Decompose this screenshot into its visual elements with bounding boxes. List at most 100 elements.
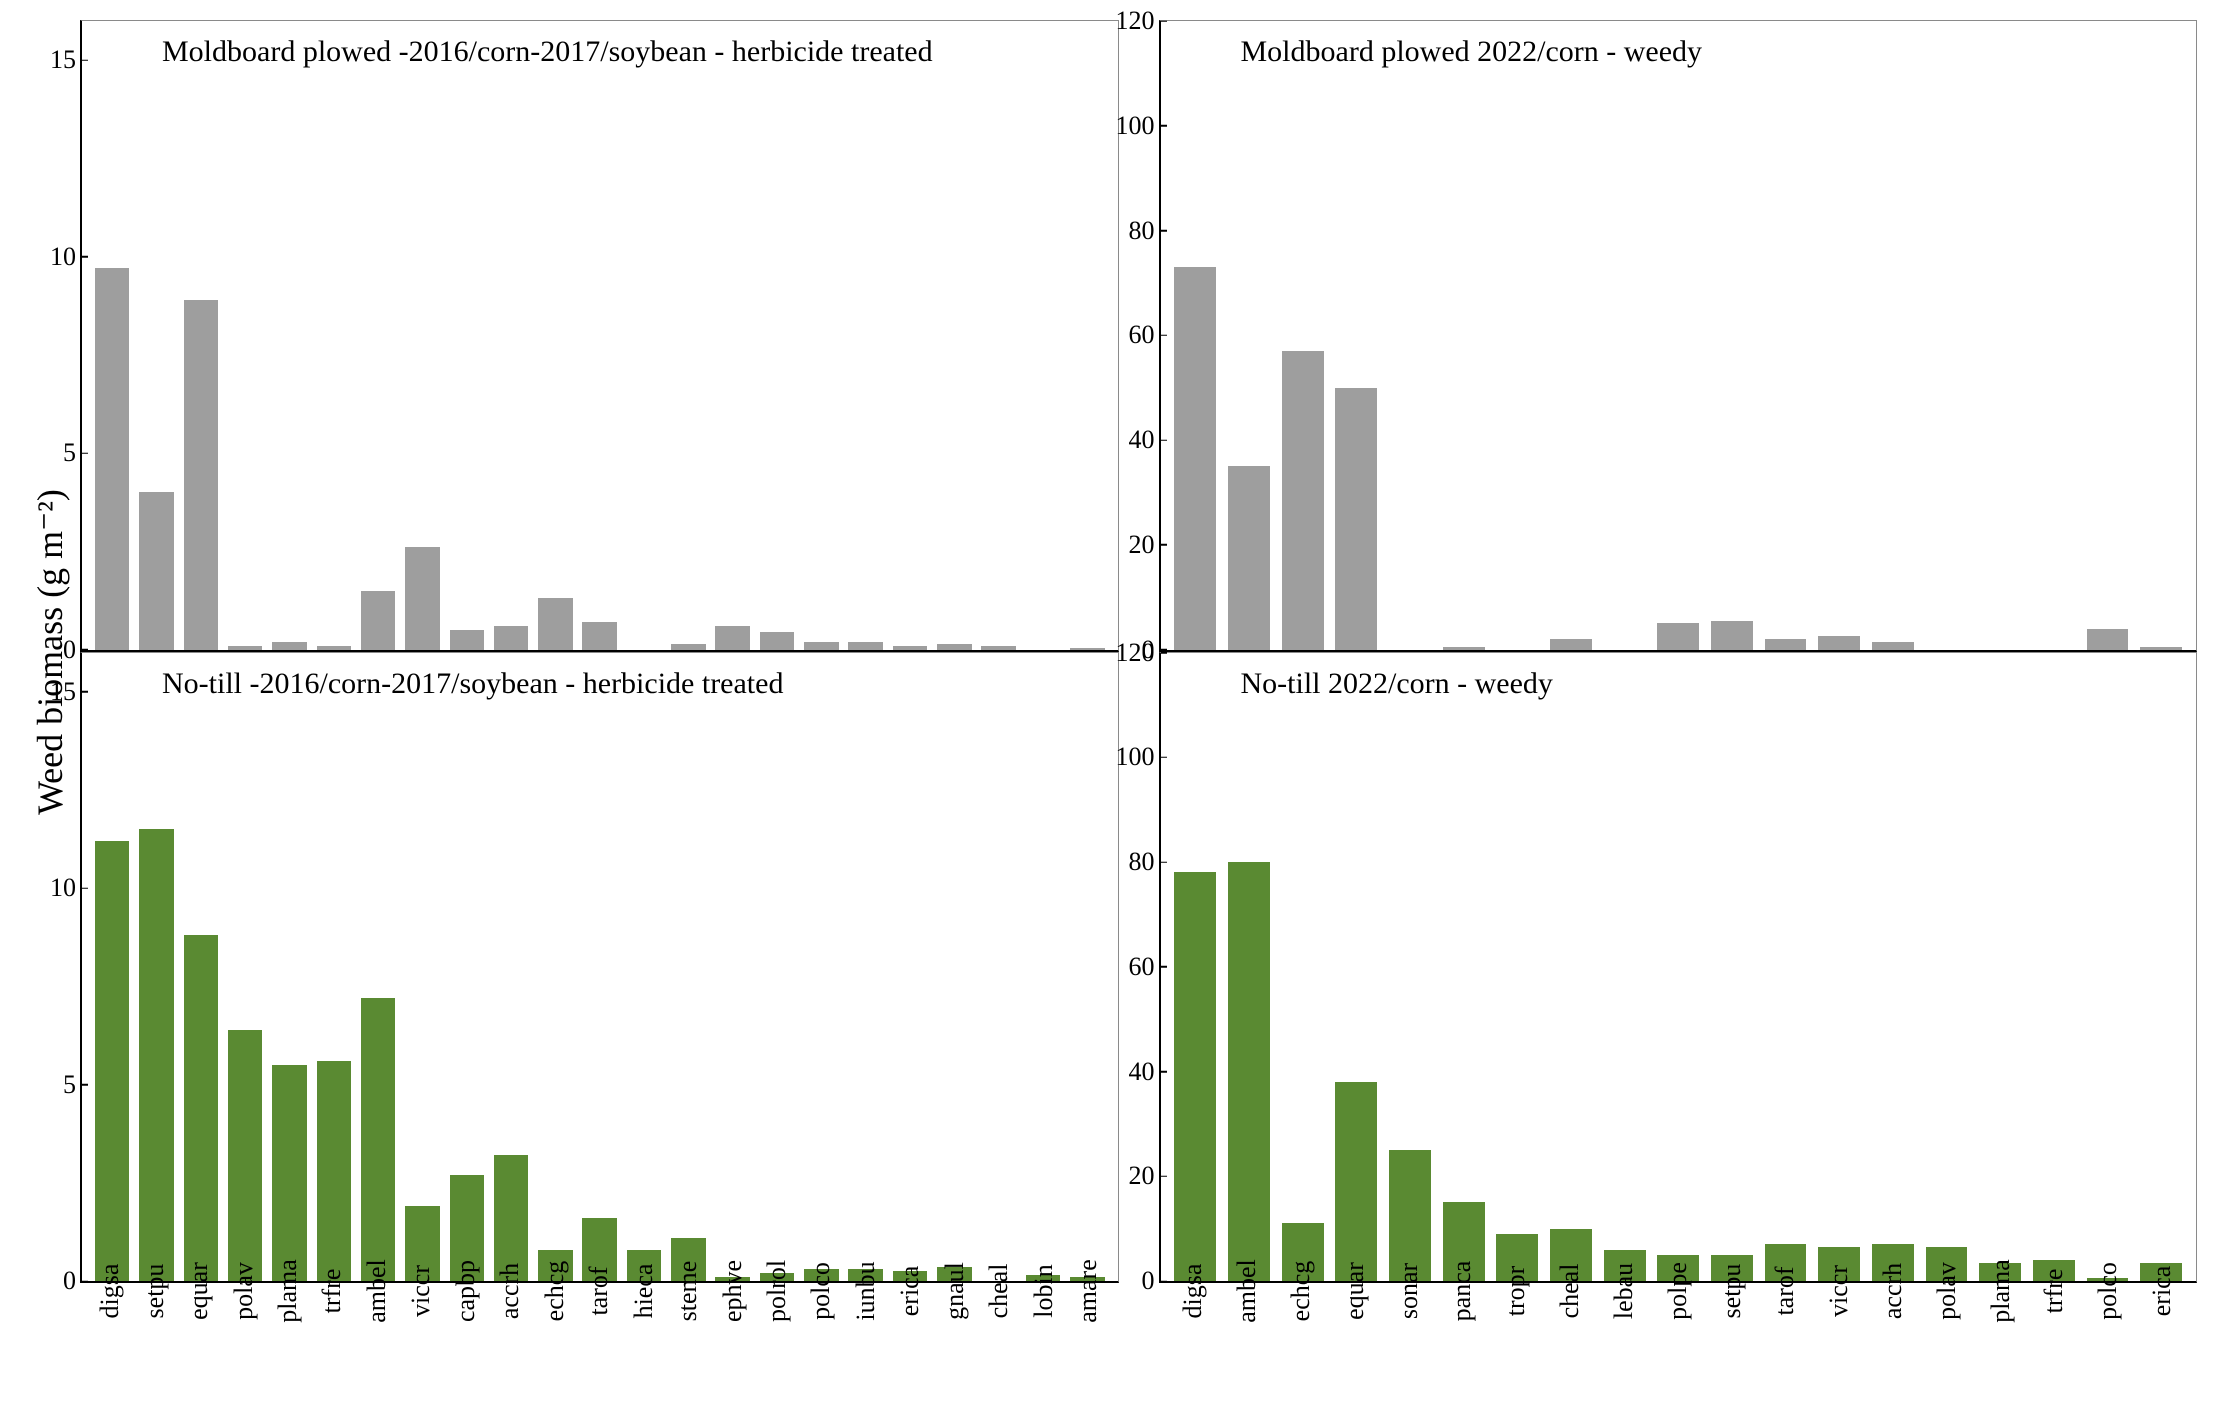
x-label-slot: sonar [1382, 1283, 1436, 1403]
bar-slot [489, 653, 533, 1282]
bar-slot [932, 653, 976, 1282]
bar [1550, 639, 1592, 649]
bar-slot [223, 21, 267, 650]
x-tick-label: gnaul [940, 1262, 970, 1320]
x-tick-label: lebau [1609, 1263, 1639, 1319]
bar-slot [711, 653, 755, 1282]
bar-slot [1812, 653, 1866, 1282]
y-tick-label: 5 [32, 438, 76, 468]
bar-slot [445, 21, 489, 650]
bar-slot [2081, 21, 2135, 650]
x-tick-label: trfre [317, 1269, 347, 1314]
x-label-slot: accrh [1866, 1283, 1920, 1403]
panel-title: No-till -2016/corn-2017/soybean - herbic… [162, 667, 783, 701]
x-label-slot: echcg [1274, 1283, 1328, 1403]
x-label-slot: echcg [533, 1283, 577, 1403]
x-tick-label: polco [806, 1262, 836, 1320]
x-tick-label: setpu [1717, 1264, 1747, 1319]
bar-slot [977, 653, 1021, 1282]
panel-title: No-till 2022/corn - weedy [1241, 667, 1553, 701]
bar [95, 841, 130, 1281]
bar-slot [755, 21, 799, 650]
bar-slot [1544, 653, 1598, 1282]
y-tick-label: 40 [1111, 1057, 1155, 1087]
bar-slot [400, 21, 444, 650]
bar-slot [90, 21, 134, 650]
bar-slot [2027, 653, 2081, 1282]
y-tick-label: 0 [32, 1266, 76, 1296]
x-tick-label: viccr [1824, 1265, 1854, 1317]
y-ticks-right-top: 020406080100120 [1111, 21, 1159, 650]
x-label-slot: hieca [621, 1283, 665, 1403]
x-label-slot: ephve [710, 1283, 754, 1403]
y-tick-label: 10 [32, 873, 76, 903]
bar-slot [1021, 653, 1065, 1282]
x-label-slot: lobin [1022, 1283, 1066, 1403]
bar-slot [1276, 21, 1330, 650]
bar-slot [1437, 21, 1491, 650]
x-label-slot: erica [888, 1283, 932, 1403]
x-labels-left: digsasetpuequarpolavplamatrfreambelviccr… [80, 1283, 1119, 1403]
bar-slot [711, 21, 755, 650]
bar [1765, 639, 1807, 649]
bar-slot [1651, 653, 1705, 1282]
bar [494, 626, 529, 650]
x-label-slot: lebau [1597, 1283, 1651, 1403]
x-label-slot: amare [1066, 1283, 1110, 1403]
y-tick-label: 60 [1111, 952, 1155, 982]
bar-slot [844, 21, 888, 650]
bar-slot [1812, 21, 1866, 650]
bars-bottom-left [82, 653, 1118, 1282]
x-label-slot: erica [2135, 1283, 2189, 1403]
bar-slot [356, 653, 400, 1282]
bar [804, 642, 839, 650]
bar [361, 591, 396, 650]
bar-slot [223, 653, 267, 1282]
x-tick-label: plama [273, 1259, 303, 1323]
x-tick-label: panca [1447, 1261, 1477, 1322]
x-tick-label: tropr [1501, 1266, 1531, 1317]
y-ticks-right-bottom: 020406080100120 [1111, 653, 1159, 1282]
y-tick-label: 120 [1111, 6, 1155, 36]
bars-bottom-right [1161, 653, 2197, 1282]
y-tick-label: 40 [1111, 425, 1155, 455]
bar [1872, 642, 1914, 650]
bar-slot [1598, 653, 1652, 1282]
bar-slot [1222, 21, 1276, 650]
figure-grid: Weed biomass (g m⁻²) Moldboard plowed -2… [20, 20, 2197, 1403]
panel-title: Moldboard plowed -2016/corn-2017/soybean… [162, 35, 933, 69]
bar-slot [489, 21, 533, 650]
bar-slot [666, 653, 710, 1282]
bar-slot [312, 21, 356, 650]
bar-slot [179, 653, 223, 1282]
bar-slot [1759, 653, 1813, 1282]
x-label-slot: tarof [1758, 1283, 1812, 1403]
x-label-slot: ambel [355, 1283, 399, 1403]
bar [184, 935, 219, 1281]
bar-slot [1222, 653, 1276, 1282]
bar [981, 646, 1016, 650]
bar-slot [2027, 21, 2081, 650]
bar [715, 626, 750, 650]
y-tick-label: 10 [32, 242, 76, 272]
bar-slot [1329, 21, 1383, 650]
bar-slot [1169, 21, 1223, 650]
bar [1443, 647, 1485, 650]
bar [228, 1030, 263, 1281]
bar-slot [1866, 21, 1920, 650]
x-tick-label: ambel [1232, 1259, 1262, 1323]
x-label-slot: plama [266, 1283, 310, 1403]
x-label-slot: capbp [444, 1283, 488, 1403]
x-tick-label: iunbu [851, 1261, 881, 1320]
bar [1657, 623, 1699, 649]
x-tick-label: accrh [495, 1263, 525, 1319]
bar-slot [2134, 653, 2188, 1282]
x-tick-label: cheal [1555, 1264, 1585, 1319]
x-tick-label: setpu [140, 1264, 170, 1319]
bar-slot [1920, 21, 1974, 650]
panel-bottom-left: No-till -2016/corn-2017/soybean - herbic… [80, 652, 1119, 1284]
bar-slot [1759, 21, 1813, 650]
x-tick-label: amare [1073, 1259, 1103, 1323]
panel-bottom-right: No-till 2022/corn - weedy 02040608010012… [1159, 652, 2198, 1284]
bar-slot [90, 653, 134, 1282]
